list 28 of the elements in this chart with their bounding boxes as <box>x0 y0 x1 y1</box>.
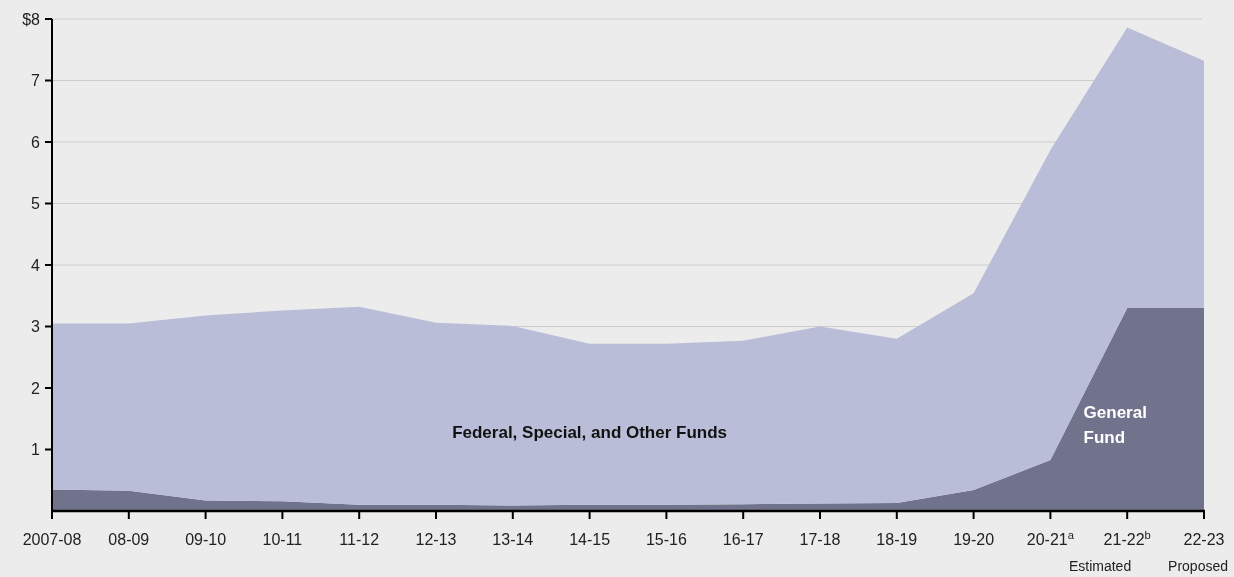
x-tick-label: 20-21$^{a}$ <box>1026 529 1075 548</box>
x-tick-label: 08-09 <box>108 531 150 548</box>
y-tick-label: 3 <box>31 318 41 336</box>
y-tick-label: 7 <box>31 72 41 90</box>
y-tick-label: 6 <box>31 133 41 151</box>
y-tick-label: 5 <box>31 195 41 213</box>
x-tick-label: 17-18 <box>799 531 841 548</box>
x-tick-label: 15-16 <box>645 531 687 548</box>
x-tick-label: 14-15 <box>569 531 611 548</box>
y-tick-label: 4 <box>31 256 41 274</box>
x-tick-label: 19-20 <box>953 531 995 548</box>
x-tick-label: 21-22$^{b}$ <box>1103 529 1151 548</box>
x-tick-label: 11-12 <box>339 531 380 548</box>
x-tick-label: 2007-08 <box>22 531 82 548</box>
x-tick-label: 09-10 <box>185 531 227 548</box>
y-tick-label: 2 <box>31 379 41 397</box>
x-tick-label: 18-19 <box>876 531 918 548</box>
text: Estimated <box>1068 558 1132 574</box>
series-label: Federal, Special, and Other Funds <box>452 423 728 442</box>
y-tick-label: 1 <box>31 441 41 459</box>
y-tick-label: $8 <box>22 10 41 28</box>
x-tick-label: 12-13 <box>415 531 457 548</box>
x-tick-label: 10-11 <box>262 531 303 548</box>
text: Proposed <box>1168 558 1228 574</box>
x-tick-label: 13-14 <box>492 531 534 548</box>
series-label: General Fund <box>1083 403 1147 447</box>
x-tick-label: 16-17 <box>722 531 764 548</box>
x-tick-label: 22-23 <box>1183 531 1225 548</box>
